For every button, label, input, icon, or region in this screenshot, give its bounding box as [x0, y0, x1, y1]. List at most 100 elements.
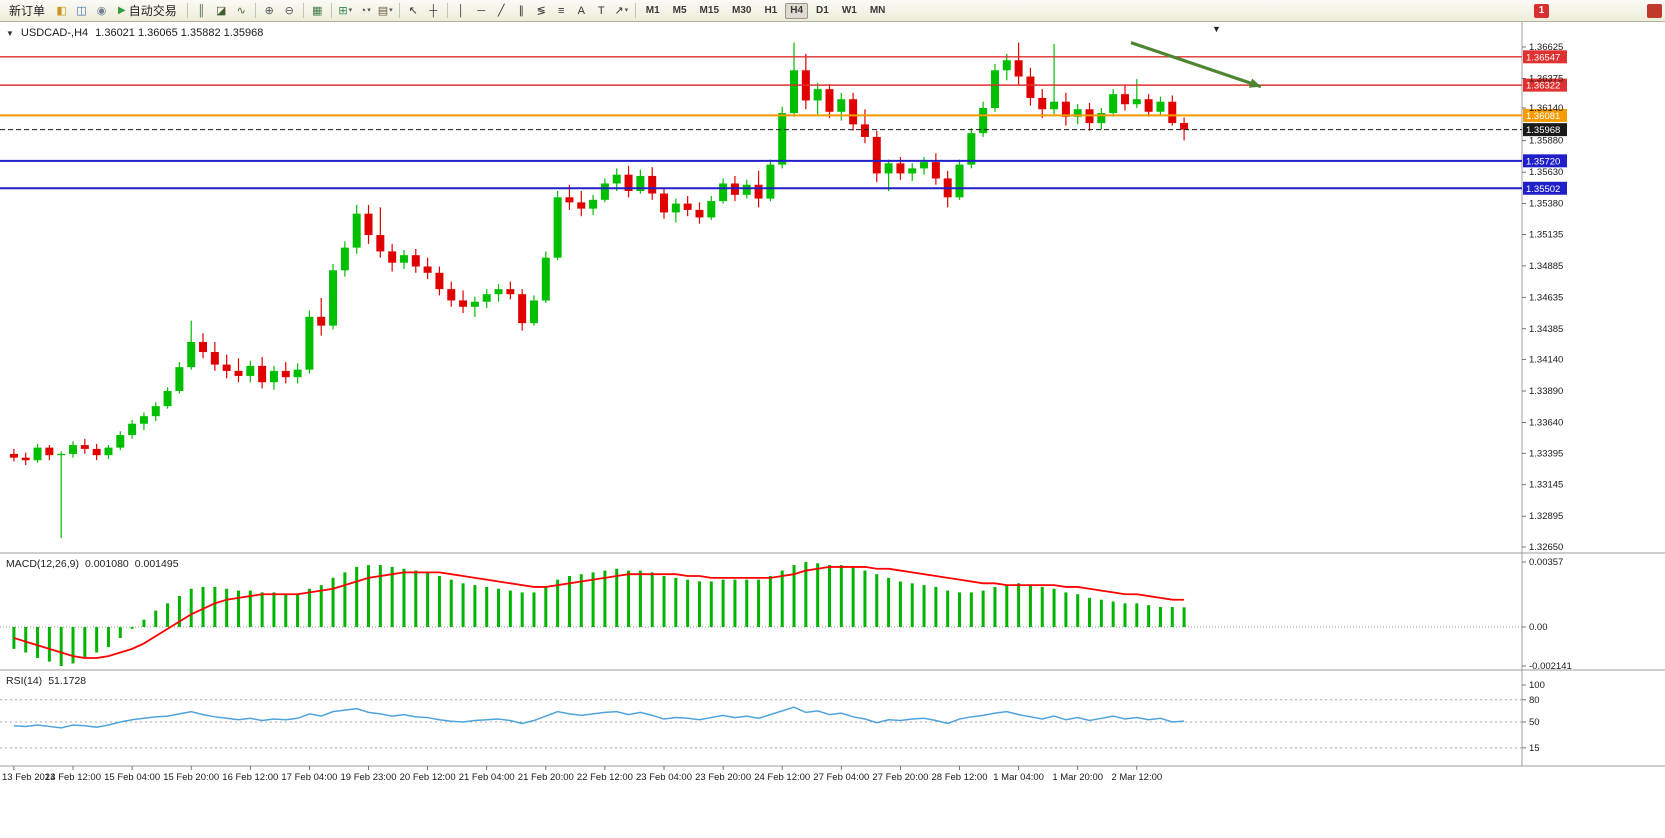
chart-header: ▼ USDCAD-,H4 1.36021 1.36065 1.35882 1.3…: [6, 27, 263, 39]
label-icon[interactable]: T: [597, 4, 605, 17]
shapes-icon[interactable]: ≡: [558, 4, 565, 17]
templates-icon[interactable]: ▤ ▾: [377, 4, 393, 17]
price-badge-1.36322: [1523, 78, 1567, 92]
trend-arrow[interactable]: [1130, 41, 1262, 89]
timeframe-button-w1[interactable]: W1: [841, 4, 857, 16]
toolbar-separator: [302, 3, 304, 18]
svg-text:1.33640: 1.33640: [1529, 417, 1563, 428]
rsi-value: 51.1728: [48, 675, 87, 687]
symbol-dropdown-icon[interactable]: ▼: [6, 28, 14, 38]
svg-text:27 Feb 04:00: 27 Feb 04:00: [813, 772, 869, 783]
tile-windows-icon[interactable]: ▦: [312, 4, 323, 17]
bar-chart-icon[interactable]: ║: [197, 4, 206, 17]
market-watch-icon[interactable]: ◫: [76, 4, 87, 17]
svg-text:23 Feb 20:00: 23 Feb 20:00: [695, 772, 751, 783]
svg-text:1.33395: 1.33395: [1529, 448, 1563, 459]
chart-canvas[interactable]: 1.36547 1.36322 1.36081 1.35968 1.35720 1.355…: [0, 22, 1665, 816]
autotrading-button-label: 自动交易: [128, 4, 177, 18]
crosshair-icon[interactable]: ┼: [429, 4, 438, 17]
timeframe-button-d1[interactable]: D1: [816, 4, 829, 16]
macd-panel: 0.00357 0.00 -0.002141: [0, 557, 1572, 672]
channel-icon[interactable]: ∥: [518, 4, 524, 17]
svg-text:19 Feb 23:00: 19 Feb 23:00: [341, 772, 397, 783]
trendline-icon[interactable]: ╱: [497, 4, 505, 17]
notification-badge[interactable]: 1: [1534, 3, 1549, 18]
timeframe-button-mn[interactable]: MN: [869, 4, 886, 16]
panel-borders: [0, 22, 1665, 767]
svg-text:1.36322: 1.36322: [1526, 81, 1560, 92]
timeframe-button-m15[interactable]: M15: [699, 4, 719, 16]
hlines-layer: 1.36547 1.36322 1.36081 1.35968 1.35720 1.355…: [0, 50, 1567, 195]
price-badge-1.35720: [1523, 154, 1567, 168]
candlestick-chart-icon[interactable]: ◪: [216, 4, 227, 17]
toolbar-separator: [634, 3, 636, 18]
edge-notification-badge[interactable]: [1647, 3, 1662, 18]
svg-text:28 Feb 12:00: 28 Feb 12:00: [932, 772, 988, 783]
text-icon[interactable]: A: [577, 4, 585, 17]
svg-text:80: 80: [1529, 695, 1540, 706]
chart-shift-marker-icon[interactable]: ▼: [1212, 24, 1221, 34]
svg-text:1.35380: 1.35380: [1529, 199, 1563, 210]
macd-value-signal: 0.001495: [134, 558, 179, 570]
arrows-icon[interactable]: ↗ ▾: [614, 4, 629, 17]
svg-text:1.36625: 1.36625: [1529, 42, 1563, 53]
cursor-icon[interactable]: ↖: [408, 4, 418, 17]
vertical-line-icon[interactable]: │: [457, 4, 465, 17]
svg-text:1.34140: 1.34140: [1529, 355, 1563, 366]
fibonacci-icon[interactable]: ≶: [536, 4, 546, 17]
svg-text:17 Feb 04:00: 17 Feb 04:00: [281, 772, 337, 783]
zoom-out-icon[interactable]: ⊖: [284, 4, 294, 17]
svg-text:21 Feb 20:00: 21 Feb 20:00: [518, 772, 574, 783]
svg-text:1.35135: 1.35135: [1529, 229, 1563, 240]
indicators-icon[interactable]: ⊞ ▾: [338, 4, 353, 17]
svg-text:1.35968: 1.35968: [1526, 125, 1560, 136]
chart-area[interactable]: 1.36547 1.36322 1.36081 1.35968 1.35720 1.355…: [0, 22, 1665, 838]
svg-text:1.33145: 1.33145: [1529, 480, 1563, 491]
timeframe-button-m1[interactable]: M1: [645, 4, 660, 16]
svg-text:1.34635: 1.34635: [1529, 292, 1563, 303]
new-chart-icon[interactable]: ◧: [56, 4, 67, 17]
svg-text:15 Feb 04:00: 15 Feb 04:00: [104, 772, 160, 783]
dropdown-caret-icon: ▾: [624, 6, 629, 14]
rsi-label: RSI(14) 51.1728: [6, 675, 86, 687]
toolbar-separator: [398, 3, 400, 18]
svg-text:1.36140: 1.36140: [1529, 103, 1563, 114]
svg-text:100: 100: [1529, 680, 1545, 691]
svg-text:1.34885: 1.34885: [1529, 261, 1563, 272]
svg-text:1.35502: 1.35502: [1526, 184, 1560, 195]
svg-text:0.00: 0.00: [1529, 622, 1548, 633]
svg-text:22 Feb 12:00: 22 Feb 12:00: [577, 772, 633, 783]
dropdown-caret-icon: ▾: [389, 6, 393, 14]
periods-icon[interactable]: ◔ ▾: [359, 4, 371, 17]
rsi-panel: 100 80 50 15: [0, 680, 1545, 754]
svg-text:1.36547: 1.36547: [1526, 52, 1560, 63]
svg-text:1 Mar 20:00: 1 Mar 20:00: [1052, 772, 1103, 783]
timeframe-button-h4[interactable]: H4: [785, 2, 809, 19]
timeframe-button-h1[interactable]: H1: [764, 4, 778, 16]
chart-symbol: USDCAD-,H4: [20, 27, 89, 39]
timeframe-button-m5[interactable]: M5: [672, 4, 687, 16]
autotrading-button[interactable]: ▶ 自动交易: [112, 2, 183, 20]
rsi-name: RSI(14): [6, 675, 43, 687]
svg-text:15: 15: [1529, 743, 1540, 754]
macd-value-main: 0.001080: [84, 558, 129, 570]
refresh-icon[interactable]: ◉: [96, 4, 107, 17]
new-order-button[interactable]: 新订单: [3, 2, 51, 20]
line-chart-icon[interactable]: ∿: [236, 4, 246, 17]
svg-text:2 Mar 12:00: 2 Mar 12:00: [1111, 772, 1162, 783]
price-badge-1.36081: [1523, 108, 1567, 122]
svg-text:1.33890: 1.33890: [1529, 386, 1563, 397]
price-badge-1.36547: [1523, 50, 1567, 64]
dropdown-caret-icon: ▾: [348, 6, 353, 14]
svg-text:16 Feb 12:00: 16 Feb 12:00: [222, 772, 278, 783]
new-order-button-label: 新订单: [9, 4, 46, 18]
toolbar-separator: [254, 3, 256, 18]
toolbar-separator: [186, 3, 188, 18]
horizontal-line-icon[interactable]: ─: [477, 4, 486, 17]
svg-text:-0.002141: -0.002141: [1529, 661, 1572, 672]
svg-text:21 Feb 04:00: 21 Feb 04:00: [459, 772, 515, 783]
timeframe-button-m30[interactable]: M30: [732, 4, 752, 16]
svg-text:1 Mar 04:00: 1 Mar 04:00: [993, 772, 1044, 783]
zoom-in-icon[interactable]: ⊕: [264, 4, 274, 17]
